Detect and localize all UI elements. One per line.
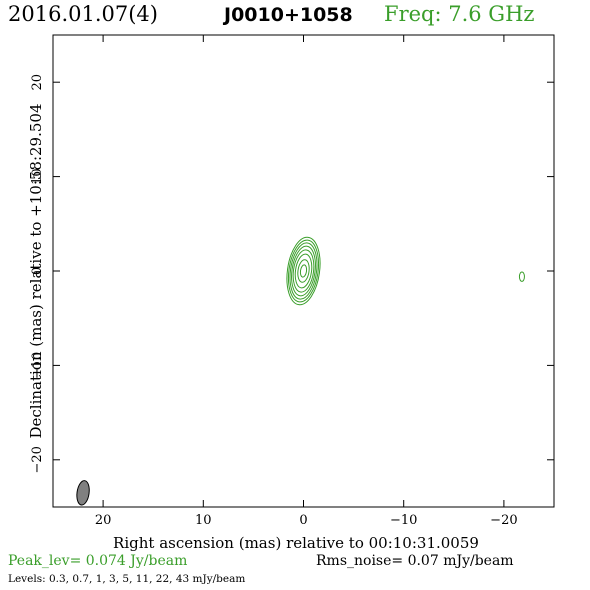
y-tick-label: 10 (30, 168, 45, 185)
x-tick-label: −20 (490, 513, 517, 528)
contour-line (299, 264, 308, 278)
contour-line (291, 245, 316, 297)
x-tick-label: 0 (299, 513, 307, 528)
source-name: J0010+1058 (224, 4, 353, 26)
y-tick-label: −10 (30, 352, 45, 379)
y-axis-label: Declination (mas) relative to +10:58:29.… (27, 103, 45, 438)
contour-line (287, 239, 320, 303)
x-tick-label: 10 (195, 513, 212, 528)
beam-ellipse (76, 480, 90, 506)
contour-line (292, 249, 315, 293)
observation-date: 2016.01.07(4) (8, 2, 158, 26)
y-tick-label: 20 (30, 74, 45, 91)
plot-frame (52, 34, 555, 508)
peak-level: Peak_lev= 0.074 Jy/beam (8, 553, 188, 569)
y-tick-label: −20 (30, 446, 45, 473)
contour-levels: Levels: 0.3, 0.7, 1, 3, 5, 11, 22, 43 mJ… (8, 573, 246, 585)
rms-noise: Rms_noise= 0.07 mJy/beam (316, 553, 514, 569)
x-tick-label: −10 (390, 513, 417, 528)
frequency-label: Freq: 7.6 GHz (384, 2, 535, 26)
contour-line (297, 259, 310, 283)
x-axis-label: Right ascension (mas) relative to 00:10:… (113, 534, 479, 552)
x-tick-label: 20 (95, 513, 112, 528)
contour-line (289, 242, 318, 300)
contour-line (286, 236, 321, 306)
secondary-contour (518, 271, 525, 282)
contour-line (294, 253, 313, 289)
y-tick-label: 0 (30, 267, 45, 275)
